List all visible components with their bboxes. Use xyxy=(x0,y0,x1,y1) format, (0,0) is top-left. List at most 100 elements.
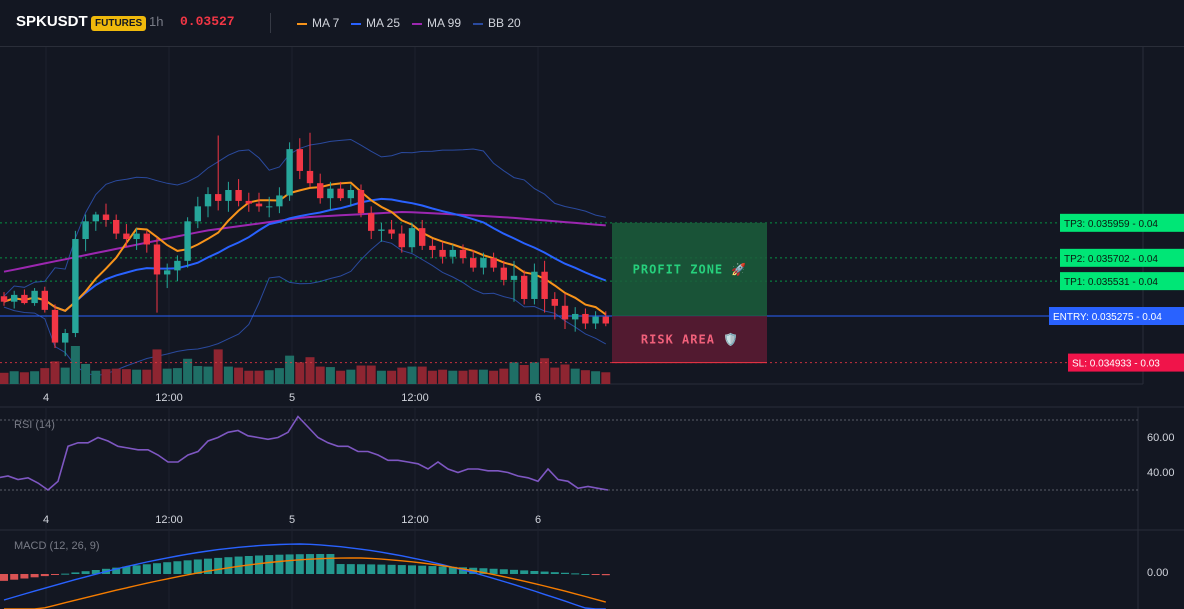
candle-body xyxy=(398,233,405,248)
volume-bar xyxy=(529,362,539,384)
time-axis: 4 12:00 5 12:00 6 xyxy=(43,392,541,404)
tp2-label: TP2: 0.035702 - 0.04 xyxy=(1064,254,1158,265)
profit-zone-label: PROFIT ZONE 🚀 xyxy=(633,262,748,276)
candle-body xyxy=(337,188,344,199)
volume-bar xyxy=(0,372,9,384)
volume-bar xyxy=(19,372,29,384)
timeframe-label[interactable]: 1h xyxy=(149,14,164,29)
volume-bar xyxy=(274,368,284,384)
candle-body xyxy=(102,214,110,220)
ma99-swatch-icon xyxy=(412,22,422,25)
legend-ma99[interactable]: MA 99 xyxy=(412,16,461,30)
legend-bb20[interactable]: BB 20 xyxy=(473,16,521,30)
macd-histogram-bar xyxy=(346,564,355,574)
volume-bar xyxy=(346,369,356,384)
macd-histogram-bar xyxy=(132,565,141,574)
candle-body xyxy=(327,188,334,199)
macd-histogram-bar xyxy=(112,567,121,574)
macd-histogram-bar xyxy=(479,568,488,574)
candle-body xyxy=(378,229,385,231)
profit-zone xyxy=(612,222,767,316)
macd-histogram-bar xyxy=(234,556,243,574)
candle-body xyxy=(245,200,252,204)
macd-pane xyxy=(0,543,610,609)
macd-histogram-bar xyxy=(408,565,416,574)
volume-bar xyxy=(295,362,305,384)
macd-histogram-bar xyxy=(30,574,39,578)
candle-body xyxy=(215,194,222,201)
price-scale-labels: TP3: 0.035959 - 0.04 TP2: 0.035702 - 0.04… xyxy=(1049,213,1184,372)
candle-body xyxy=(225,190,232,201)
chart-header: SPKUSDT FUTURES 1h 0.03527 MA 7 MA 25 MA… xyxy=(0,0,1184,47)
macd-histogram-bar xyxy=(357,564,365,574)
candle-body xyxy=(204,194,212,207)
macd-histogram-bar xyxy=(163,562,172,574)
volume-bar xyxy=(499,368,509,384)
candle-body xyxy=(133,233,140,240)
volume-bar xyxy=(70,346,80,384)
rsi-title: RSI (14) xyxy=(14,419,55,431)
legend-ma7[interactable]: MA 7 xyxy=(297,16,339,30)
volume-bar xyxy=(152,349,162,384)
bb-upper-line xyxy=(3,138,606,297)
time-axis-label: 12:00 xyxy=(155,514,183,526)
ma99-line xyxy=(3,210,606,273)
rsi-time-axis: 4 12:00 5 12:00 6 xyxy=(43,514,541,526)
symbol-name[interactable]: SPKUSDT xyxy=(16,13,88,30)
candle-body xyxy=(184,221,191,261)
candle-body xyxy=(153,244,161,275)
volume-bar xyxy=(60,367,70,384)
macd-histogram-bar xyxy=(459,567,467,574)
candle-body xyxy=(276,195,283,207)
ma7-line xyxy=(3,181,607,316)
rsi-tick-40: 40.00 xyxy=(1147,467,1175,479)
last-price: 0.03527 xyxy=(180,14,235,29)
macd-histogram-bar xyxy=(591,574,600,575)
volume-bar xyxy=(172,368,182,384)
macd-histogram-bar xyxy=(489,568,498,574)
candle-body xyxy=(143,233,150,245)
volume-bar xyxy=(438,369,448,384)
time-axis-label: 6 xyxy=(535,392,541,404)
macd-histogram-bar xyxy=(561,572,569,574)
volume-bar xyxy=(223,366,233,384)
volume-bar xyxy=(417,366,427,384)
candle-body xyxy=(92,214,99,222)
candle-body xyxy=(582,313,589,324)
macd-histogram-bar xyxy=(10,574,19,580)
volume-bar xyxy=(591,371,601,384)
macd-histogram-bar xyxy=(530,570,539,574)
candle-body xyxy=(531,271,538,299)
macd-histogram-bar xyxy=(61,573,70,575)
macd-histogram-bar xyxy=(326,554,335,574)
candle-body xyxy=(347,190,354,199)
volume-bar xyxy=(81,363,91,384)
candle-body xyxy=(51,309,59,343)
sl-label-bg xyxy=(1068,353,1184,372)
volume-bar xyxy=(458,370,468,384)
volume-bar xyxy=(121,369,131,384)
candle-body xyxy=(572,313,579,320)
volume-bar xyxy=(132,369,142,384)
volume-bar xyxy=(213,349,223,384)
legend-ma25[interactable]: MA 25 xyxy=(351,16,400,30)
time-axis-label: 5 xyxy=(289,392,295,404)
macd-histogram-bar xyxy=(51,574,59,575)
ma25-line xyxy=(3,197,607,312)
candle-body xyxy=(459,249,467,259)
macd-line xyxy=(3,543,606,609)
candle-body xyxy=(21,294,28,304)
volume-bar xyxy=(325,367,335,384)
candle-body xyxy=(123,233,130,240)
macd-histogram-bar xyxy=(255,555,263,574)
rsi-tick-60: 60.00 xyxy=(1147,432,1175,444)
macd-histogram-bar xyxy=(448,566,457,574)
candle-body xyxy=(31,290,38,304)
macd-histogram-bar xyxy=(173,561,182,574)
time-axis-label: 12:00 xyxy=(155,392,183,404)
futures-badge: FUTURES xyxy=(91,16,147,31)
candle-body xyxy=(368,213,375,231)
macd-histogram-bar xyxy=(316,554,325,574)
volume-bar xyxy=(580,370,590,384)
